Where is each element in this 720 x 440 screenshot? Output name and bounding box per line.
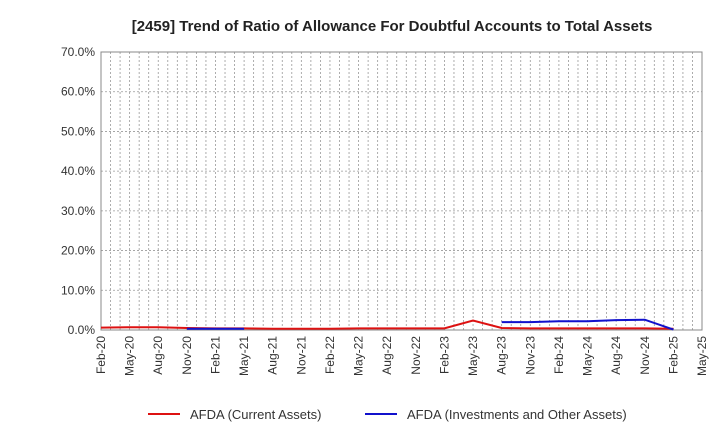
x-tick-label: Feb-22: [323, 336, 337, 374]
y-tick-label: 0.0%: [68, 323, 96, 337]
y-tick-label: 70.0%: [61, 45, 95, 59]
legend-label-0: AFDA (Current Assets): [190, 407, 321, 422]
grid: [101, 52, 702, 330]
series-lines: [100, 318, 674, 331]
y-tick-label: 40.0%: [61, 164, 95, 178]
y-tick-label: 10.0%: [61, 283, 95, 297]
x-tick-label: Aug-22: [380, 336, 394, 375]
x-tick-label: Nov-23: [523, 336, 537, 375]
x-tick-label: Aug-24: [609, 336, 623, 375]
x-tick-label: Feb-20: [94, 336, 108, 374]
x-tick-label: Feb-23: [437, 336, 451, 374]
plot-area: [100, 51, 703, 331]
x-tick-label: May-24: [581, 336, 595, 376]
x-tick-label: Aug-23: [495, 336, 509, 375]
x-tick-label: Nov-20: [180, 336, 194, 375]
x-tick-label: May-21: [237, 336, 251, 376]
y-tick-label: 20.0%: [61, 244, 95, 258]
x-tick-label: Aug-20: [151, 336, 165, 375]
x-tick-label: Nov-21: [294, 336, 308, 375]
x-tick-label: May-23: [466, 336, 480, 376]
y-tick-label: 30.0%: [61, 204, 95, 218]
legend-label-1: AFDA (Investments and Other Assets): [407, 407, 627, 422]
chart-title: [2459] Trend of Ratio of Allowance For D…: [132, 18, 653, 35]
x-tick-label: Feb-25: [666, 336, 680, 374]
x-tick-label: Nov-24: [638, 336, 652, 375]
y-tick-label: 50.0%: [61, 124, 95, 138]
x-tick-label: Nov-22: [409, 336, 423, 375]
x-tick-label: Feb-24: [552, 336, 566, 374]
legend: AFDA (Current Assets) AFDA (Investments a…: [148, 407, 627, 422]
x-tick-label: May-22: [352, 336, 366, 376]
y-axis: 0.0% 10.0% 20.0% 30.0% 40.0% 50.0% 60.0% 70.0%: [61, 45, 95, 337]
y-tick-label: 60.0%: [61, 85, 95, 99]
series-line-1: [501, 318, 674, 331]
x-tick-label: Aug-21: [266, 336, 280, 375]
x-tick-label: Feb-21: [208, 336, 222, 374]
x-tick-label: May-20: [123, 336, 137, 376]
x-tick-label: May-25: [695, 336, 709, 376]
x-axis: Feb-20 May-20 Aug-20 Nov-20 Feb-21 May-21 Aug-…: [94, 336, 709, 376]
